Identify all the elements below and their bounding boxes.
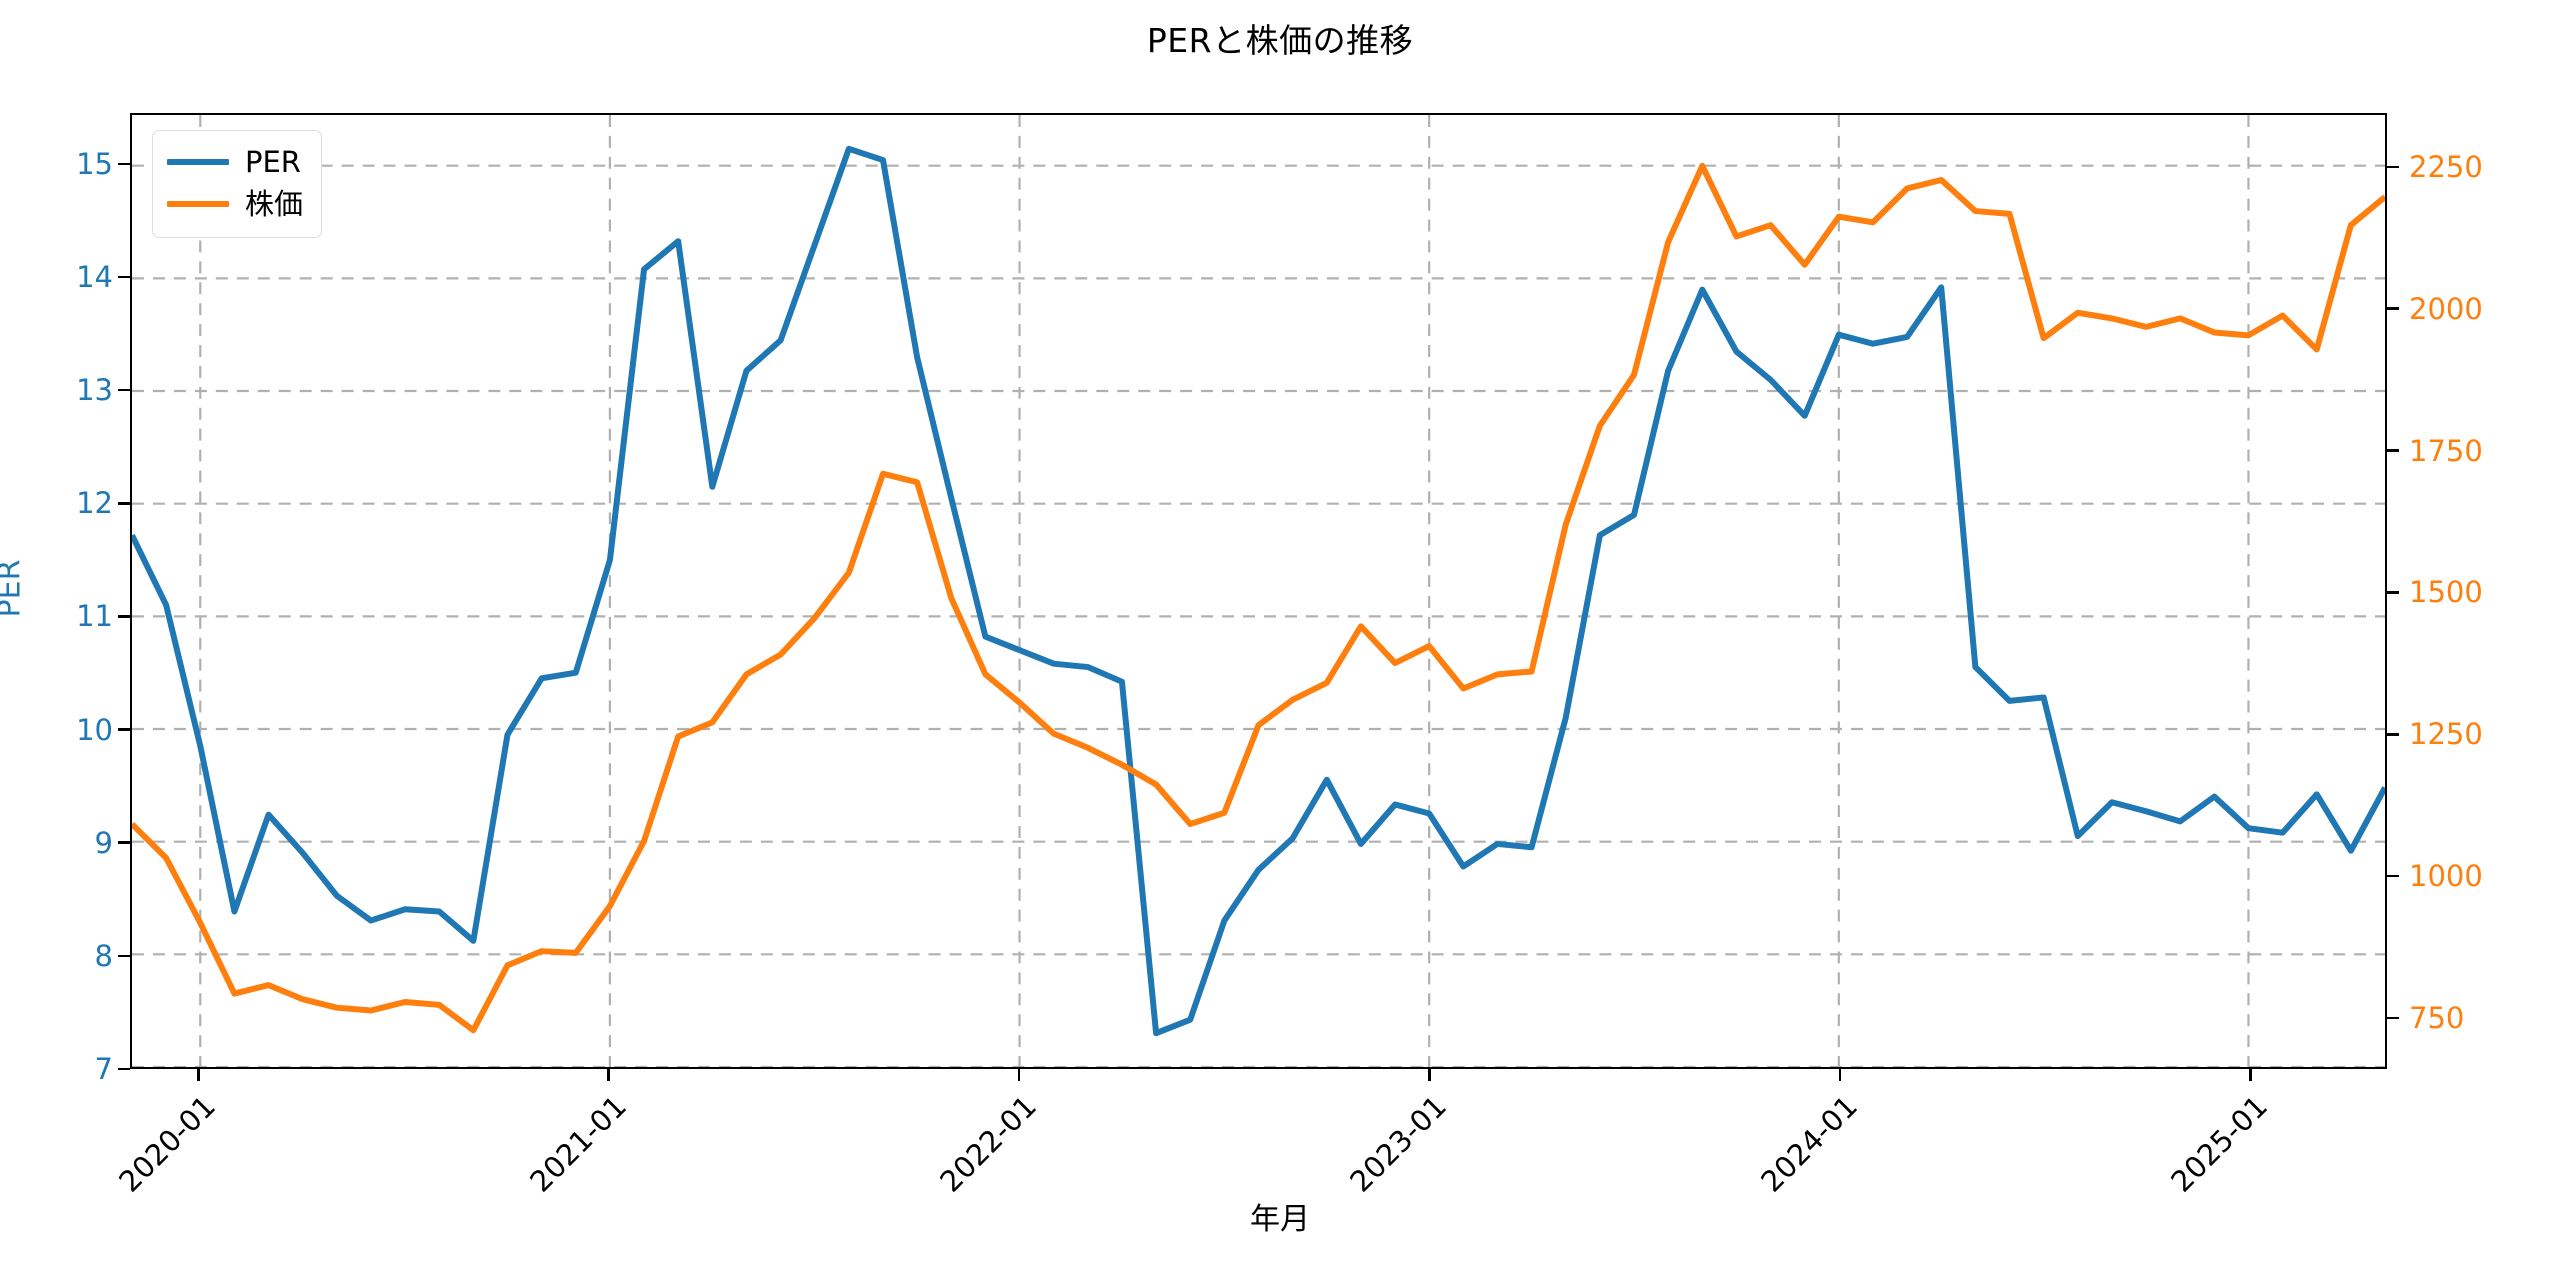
y-axis-right-tick-label: 1250 [2409, 717, 2483, 752]
legend-swatch-per [167, 159, 229, 165]
y-axis-left-tick-mark [118, 162, 130, 166]
grid-layer [132, 115, 2385, 1067]
y-axis-right-tick-mark [2387, 307, 2399, 311]
y-axis-left-label: PER [0, 559, 28, 618]
y-axis-left-tick-label: 7 [94, 1052, 113, 1086]
legend-label-per: PER [245, 144, 301, 179]
y-axis-left-tick-label: 13 [76, 373, 113, 408]
y-axis-right-tick-label: 1750 [2409, 433, 2483, 468]
y-axis-left-tick-mark [118, 615, 130, 618]
legend: PER 株価 [152, 130, 323, 238]
y-axis-left-tick-mark [118, 275, 130, 279]
y-axis-right-tick-mark [2387, 874, 2399, 878]
y-axis-left-tick-mark [118, 1067, 130, 1071]
y-axis-left-tick-label: 15 [76, 146, 113, 181]
y-axis-right-tick-label: 2250 [2409, 149, 2483, 184]
legend-item-per[interactable]: PER [167, 141, 303, 183]
x-axis-tick-mark [607, 1069, 611, 1081]
legend-label-kabuka: 株価 [245, 186, 304, 221]
legend-item-kabuka[interactable]: 株価 [167, 183, 303, 225]
y-axis-right-tick-mark [2387, 732, 2399, 736]
y-axis-left-tick-label: 9 [94, 825, 113, 860]
x-axis-tick-mark [197, 1069, 200, 1081]
x-axis-tick-mark [1428, 1069, 1431, 1081]
y-axis-left-tick-mark [118, 954, 130, 958]
y-axis-left-tick-label: 10 [76, 712, 113, 747]
y-axis-left-tick-mark [118, 388, 130, 392]
y-axis-right-tick-mark [2387, 449, 2399, 452]
y-axis-left-tick-label: 14 [76, 260, 113, 295]
y-axis-left-tick-label: 8 [94, 938, 113, 973]
x-axis-label: 年月 [1250, 1202, 1310, 1237]
series-line-PER [132, 145, 2385, 1037]
y-axis-left-tick-label: 11 [76, 599, 113, 634]
plot-area [130, 113, 2387, 1069]
y-axis-right-tick-label: 1000 [2409, 859, 2483, 894]
y-axis-left-tick-label: 12 [76, 486, 113, 521]
series-line-株価 [132, 162, 2385, 1034]
y-axis-left-tick-mark [118, 728, 130, 731]
x-axis-tick-mark [1838, 1069, 1842, 1081]
y-axis-left-tick-mark [118, 502, 130, 505]
x-axis-tick-mark [1017, 1069, 1021, 1081]
y-axis-left-tick-mark [118, 841, 130, 845]
series-layer [132, 145, 2385, 1037]
y-axis-right-tick-label: 750 [2409, 1000, 2465, 1035]
y-axis-right-tick-label: 1500 [2409, 575, 2483, 610]
page-title: PERと株価の推移 [1146, 21, 1414, 60]
x-axis-tick-mark [2248, 1069, 2252, 1081]
y-axis-right-tick-mark [2387, 165, 2399, 169]
y-axis-right-tick-mark [2387, 1016, 2399, 1020]
y-axis-right-tick-label: 2000 [2409, 291, 2483, 326]
y-axis-right-tick-mark [2387, 591, 2399, 594]
legend-swatch-kabuka [167, 201, 229, 207]
